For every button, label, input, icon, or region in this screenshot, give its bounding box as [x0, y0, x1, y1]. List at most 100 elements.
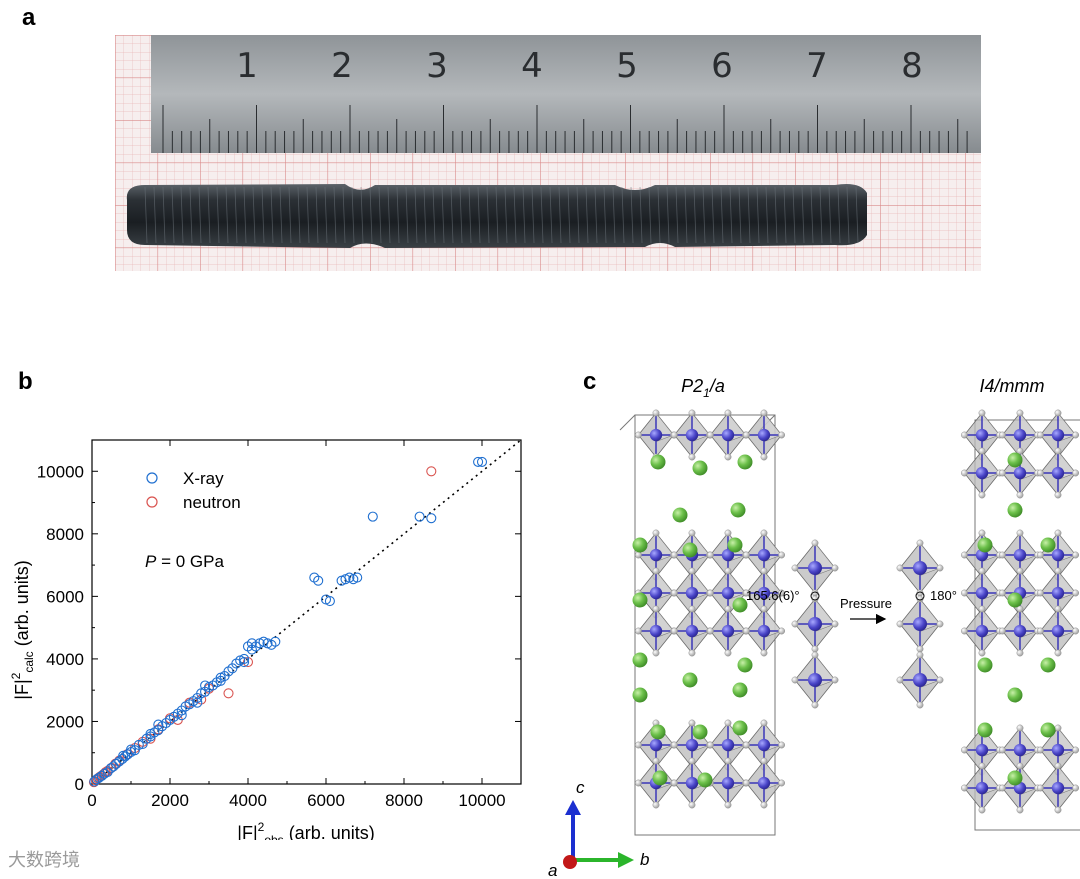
octahedron — [706, 409, 750, 461]
oxygen-atom — [635, 551, 642, 559]
oxygen-atom — [706, 741, 714, 749]
y-tick-label: 6000 — [46, 587, 84, 606]
rod-ring — [675, 186, 679, 244]
oxygen-atom — [670, 431, 678, 439]
rod-ring — [216, 186, 220, 244]
oxygen-atom — [635, 431, 642, 439]
y-tick-label: 10000 — [37, 462, 84, 481]
oxygen-atom — [831, 620, 839, 628]
rod-ring — [333, 186, 337, 244]
a-site-atom — [737, 454, 753, 470]
data-point-xray — [145, 728, 156, 740]
octahedron — [1036, 447, 1079, 499]
rod-ring — [369, 186, 373, 244]
angle-marker-right — [915, 591, 925, 601]
rod-ring — [243, 186, 247, 244]
oxygen-atom — [724, 801, 732, 809]
oxygen-atom — [742, 741, 750, 749]
a-site-atom — [727, 537, 743, 553]
a-site-atom — [632, 687, 648, 703]
oxygen-atom — [896, 564, 904, 572]
crystal-structure-figure: P21/a I4/mmm 165.6(6)° 180° Pressure c b… — [548, 376, 1080, 879]
octahedron — [742, 529, 786, 581]
a-site-atom — [732, 682, 748, 698]
reference-line-y-equals-x — [91, 439, 522, 785]
oxygen-atom — [670, 589, 678, 597]
pressure-value: = 0 GPa — [156, 552, 224, 571]
octahedron — [635, 409, 678, 461]
oxygen-atom — [635, 627, 642, 635]
oxygen-atom — [960, 431, 968, 439]
oxygen-atom — [1072, 551, 1079, 559]
oxygen-atom — [1016, 649, 1024, 657]
metal-atom — [685, 738, 699, 752]
oxygen-atom — [1072, 627, 1079, 635]
oxygen-atom — [1016, 529, 1024, 537]
oxygen-atom — [1072, 746, 1079, 754]
rod-ring — [162, 186, 166, 244]
tilted-octahedra-chain — [791, 539, 839, 709]
oxygen-atom — [1016, 605, 1024, 613]
metal-atom — [685, 776, 699, 790]
octahedron — [635, 605, 678, 657]
a-site-atom — [682, 672, 698, 688]
angle-label-tilted: 165.6(6)° — [746, 588, 800, 603]
data-point-xray — [324, 596, 335, 607]
a-site-atom — [732, 597, 748, 613]
oxygen-atom — [998, 431, 1006, 439]
metal-atom — [721, 428, 735, 442]
a-site-atom — [1007, 452, 1023, 468]
data-point-xray — [313, 575, 324, 586]
ruler — [151, 35, 981, 153]
oxygen-atom — [706, 431, 714, 439]
oxygen-atom — [978, 567, 986, 575]
oxygen-atom — [960, 784, 968, 792]
oxygen-atom — [978, 806, 986, 814]
rod-ring — [342, 186, 346, 244]
axis-b-label: b — [640, 850, 649, 869]
metal-atom — [975, 428, 989, 442]
data-point-xray — [476, 456, 488, 467]
a-site-atom — [682, 542, 698, 558]
oxygen-atom — [742, 431, 750, 439]
rod-ring — [855, 186, 859, 244]
axis-c-head — [565, 800, 581, 815]
metal-atom — [975, 624, 989, 638]
y-label-main: |F| — [12, 679, 32, 699]
rod-ring — [612, 186, 616, 244]
sample-photo: 1 2 3 4 5 6 7 8 — [115, 35, 981, 271]
oxygen-atom — [635, 779, 642, 787]
oxygen-atom — [760, 649, 768, 657]
metal-atom — [1013, 743, 1027, 757]
oxygen-atom — [635, 741, 642, 749]
tilted-octahedron — [791, 651, 839, 709]
rod-ring — [549, 186, 553, 244]
oxygen-atom — [1036, 469, 1044, 477]
straight-octahedra-chain — [896, 539, 944, 709]
oxygen-atom — [724, 649, 732, 657]
oxygen-atom — [742, 589, 750, 597]
oxygen-atom — [998, 627, 1006, 635]
rod-ring — [729, 186, 733, 244]
ruler-number: 3 — [426, 46, 448, 86]
a-site-atom — [650, 454, 666, 470]
a-site-atom — [1007, 592, 1023, 608]
pressure-annotation: P = 0 GPa — [145, 552, 224, 571]
metal-atom — [975, 781, 989, 795]
data-point-neutron — [223, 688, 234, 699]
rod-ring — [558, 186, 562, 244]
a-site-atom — [632, 592, 648, 608]
oxygen-atom — [688, 529, 696, 537]
oxygen-atom — [1054, 649, 1062, 657]
x-tick-label: 6000 — [307, 791, 345, 810]
octahedron — [960, 605, 1003, 657]
data-point-xray — [239, 653, 250, 664]
oxygen-atom — [652, 649, 660, 657]
rod-ring — [702, 186, 706, 244]
rod-ring — [774, 186, 778, 244]
legend: X-ray neutron — [146, 469, 241, 512]
rod-ring — [297, 186, 301, 244]
rod-ring-marks — [144, 186, 859, 244]
a-site-atom — [632, 652, 648, 668]
watermark: 大数跨境 — [8, 850, 80, 871]
